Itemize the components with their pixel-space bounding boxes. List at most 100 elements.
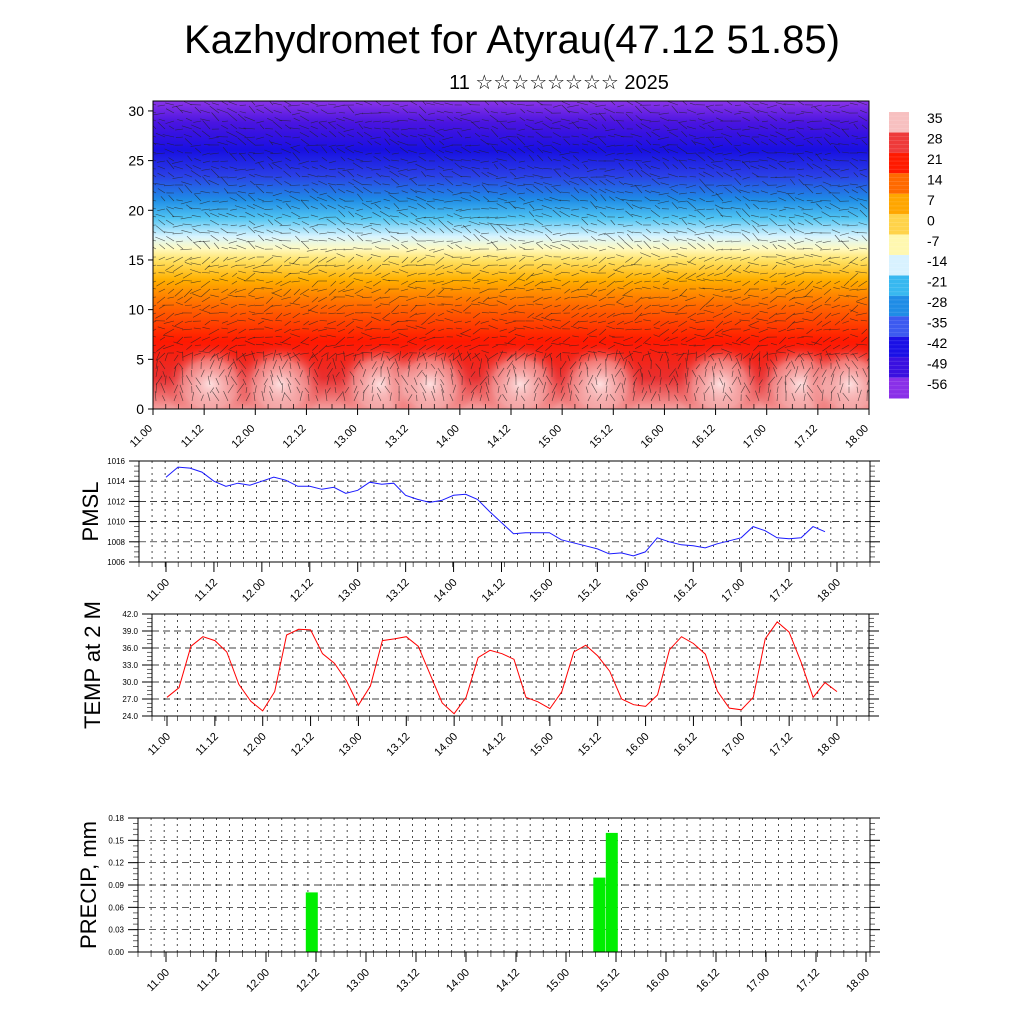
wind-vector (668, 320, 679, 324)
wind-vector (228, 349, 238, 354)
wind-vector (436, 352, 445, 357)
wind-vector (371, 168, 382, 171)
wind-vector (419, 352, 427, 358)
wind-vector (770, 176, 778, 178)
wind-vector (768, 164, 778, 170)
wind-vector (677, 272, 688, 281)
wind-vector (477, 216, 490, 218)
panel-frame (151, 613, 870, 717)
wind-vector (499, 192, 508, 195)
wind-vector (542, 269, 553, 274)
x-tick-label: 11.00 (146, 731, 173, 758)
wind-vector (201, 296, 211, 303)
wind-vector (153, 200, 157, 202)
wind-vector (426, 175, 436, 178)
wind-vector (828, 256, 841, 259)
wind-vector (365, 344, 373, 346)
x-tick-label: 18.00 (815, 577, 843, 605)
wind-vector (158, 256, 166, 261)
wind-vector (293, 296, 301, 303)
wind-vector (551, 127, 562, 130)
wind-vector (300, 199, 310, 202)
wind-vector (428, 184, 436, 187)
wind-vector (833, 287, 841, 290)
wind-vector (438, 328, 445, 332)
wind-vector (388, 261, 400, 266)
wind-vector (819, 200, 832, 202)
wind-vector (497, 367, 505, 378)
wind-vector (253, 391, 256, 402)
wind-vector (508, 168, 517, 171)
wind-vector (579, 188, 589, 194)
wind-vector (153, 182, 157, 186)
wind-vector (373, 156, 382, 162)
wind-vector (155, 132, 166, 138)
wind-vector (371, 394, 374, 402)
wind-vector (621, 370, 625, 378)
colorbar-swatch (889, 173, 909, 195)
wind-vector (705, 106, 715, 114)
wind-vector (759, 125, 769, 130)
wind-vector (796, 168, 805, 170)
wind-vector (299, 271, 310, 274)
wind-vector (500, 312, 508, 316)
wind-vector (781, 304, 787, 310)
wind-vector (838, 294, 850, 298)
wind-vector (778, 197, 787, 202)
wind-vector (285, 141, 292, 146)
wind-vector (255, 183, 265, 186)
wind-vector (768, 352, 778, 355)
wind-vector (469, 144, 481, 147)
wind-vector (599, 328, 607, 336)
x-tick-label: 17.12 (767, 731, 795, 759)
wind-vector (687, 158, 697, 162)
wind-vector (225, 375, 229, 386)
wind-vector (258, 234, 265, 242)
wind-vector (723, 172, 733, 178)
wind-vector (657, 136, 670, 140)
wind-vector (423, 133, 436, 138)
wind-vector (370, 136, 382, 140)
wind-vector (383, 328, 391, 331)
wind-vector (480, 138, 490, 146)
wind-vector (731, 376, 738, 386)
wind-vector (543, 198, 553, 202)
wind-vector (535, 111, 544, 114)
wind-vector (595, 377, 598, 386)
wind-vector (460, 176, 472, 178)
wind-vector (203, 174, 211, 178)
wind-vector (265, 133, 274, 138)
wind-vector (356, 235, 364, 242)
wind-vector (767, 304, 778, 310)
wind-vector (751, 137, 760, 146)
wind-vector (326, 368, 333, 378)
wind-vector (751, 312, 760, 320)
wind-vector (741, 233, 751, 242)
wind-vector (344, 386, 350, 394)
wind-vector (605, 354, 609, 362)
wind-vector (302, 227, 310, 234)
wind-vector (635, 162, 643, 170)
wind-vector (616, 152, 625, 155)
x-tick-label: 18.00 (844, 967, 872, 995)
wind-vector (812, 367, 820, 378)
wind-vector (729, 288, 742, 293)
wind-vector (713, 229, 724, 234)
wind-vector (446, 188, 454, 194)
wind-vector (770, 213, 778, 218)
wind-vector (801, 208, 814, 211)
wind-vector (653, 327, 661, 330)
wind-vector (699, 186, 706, 194)
wind-vector (796, 127, 805, 130)
wind-vector (298, 124, 310, 130)
wind-vector (459, 216, 472, 219)
wind-vector (461, 280, 472, 282)
wind-vector (824, 110, 832, 114)
wind-vector (302, 312, 310, 315)
wind-vector (855, 271, 868, 274)
wind-vector (651, 156, 661, 162)
wind-vector (527, 165, 535, 170)
wind-vector (424, 119, 436, 122)
wind-vector (283, 352, 292, 357)
